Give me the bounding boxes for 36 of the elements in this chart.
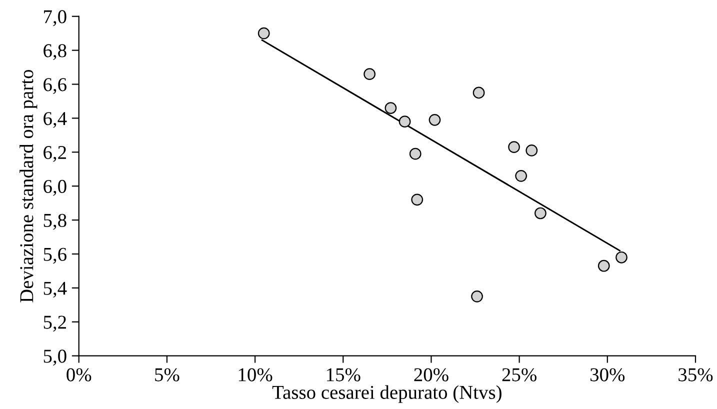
point	[398, 116, 411, 128]
y-tick-label: 7,0	[44, 10, 66, 26]
y-axis-title: Deviazione standard ora parto	[20, 70, 38, 302]
x-tick-label: 5%	[155, 368, 180, 382]
y-tick-label: 5,0	[44, 350, 66, 366]
x-tick-label: 15%	[327, 368, 360, 382]
y-tick-label: 5,8	[44, 214, 66, 230]
point	[472, 86, 485, 99]
point	[526, 144, 538, 156]
point	[428, 114, 441, 126]
x-tick-label: 10%	[238, 368, 272, 382]
y-tick-label: 6,8	[44, 44, 66, 60]
point	[258, 27, 270, 40]
y-tick-label: 6,4	[44, 112, 67, 128]
x-tick-label: 0%	[66, 368, 92, 382]
x-tick-label: 35%	[678, 368, 713, 382]
x-tick-label: 25%	[502, 368, 536, 382]
point	[616, 251, 628, 264]
x-tick-label: 30%	[590, 368, 625, 382]
point	[508, 141, 520, 153]
point	[471, 290, 483, 302]
y-tick-label: 6,6	[44, 78, 66, 94]
y-tick-label: 5,4	[44, 282, 67, 298]
x-axis-title: Tasso cesarei depurato (Ntvs)	[272, 385, 502, 403]
y-tick-label: 5,2	[44, 316, 66, 332]
y-tick-label: 6,0	[44, 180, 66, 196]
point	[534, 207, 546, 220]
point	[598, 260, 610, 272]
point	[364, 68, 376, 80]
point	[515, 170, 528, 182]
point	[409, 148, 422, 160]
y-tick-label: 5,6	[44, 248, 66, 264]
point	[384, 102, 397, 114]
point	[411, 194, 424, 206]
y-tick-label: 6,2	[44, 146, 66, 162]
x-tick-label: 20%	[414, 368, 448, 382]
